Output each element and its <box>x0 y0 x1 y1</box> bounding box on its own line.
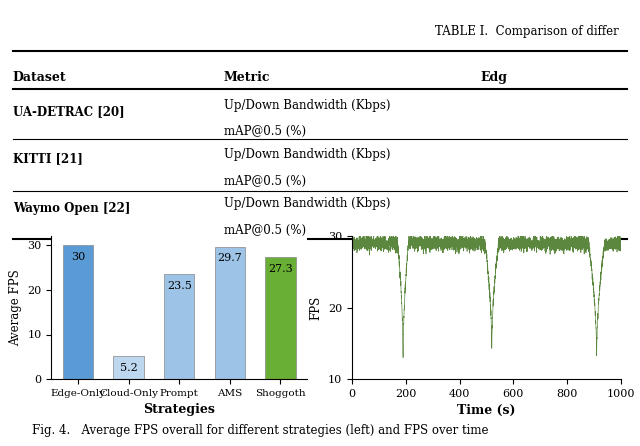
X-axis label: Strategies: Strategies <box>143 403 215 417</box>
Y-axis label: FPS: FPS <box>310 296 323 320</box>
Text: Up/Down Bandwidth (Kbps): Up/Down Bandwidth (Kbps) <box>224 99 390 112</box>
Text: Edg: Edg <box>480 71 507 84</box>
Text: Waymo Open [22]: Waymo Open [22] <box>13 202 130 215</box>
Bar <box>214 247 245 379</box>
Bar <box>265 257 296 379</box>
Y-axis label: Average FPS: Average FPS <box>9 269 22 346</box>
Text: mAP@0.5 (%): mAP@0.5 (%) <box>224 224 306 237</box>
Text: 27.3: 27.3 <box>268 264 292 274</box>
Text: Up/Down Bandwidth (Kbps): Up/Down Bandwidth (Kbps) <box>224 148 390 161</box>
Text: 23.5: 23.5 <box>167 281 191 291</box>
Text: 30: 30 <box>71 252 85 262</box>
Bar <box>113 356 144 379</box>
Text: 5.2: 5.2 <box>120 363 138 372</box>
Text: UA-DETRAC [20]: UA-DETRAC [20] <box>13 105 124 118</box>
Text: KITTI [21]: KITTI [21] <box>13 152 83 165</box>
Text: Fig. 4.   Average FPS overall for different strategies (left) and FPS over time: Fig. 4. Average FPS overall for differen… <box>32 424 488 437</box>
Bar <box>164 274 195 379</box>
Bar <box>63 245 93 379</box>
Text: Metric: Metric <box>224 71 271 84</box>
Text: mAP@0.5 (%): mAP@0.5 (%) <box>224 125 306 138</box>
X-axis label: Time (s): Time (s) <box>457 405 516 417</box>
Text: 29.7: 29.7 <box>218 253 242 263</box>
Text: Up/Down Bandwidth (Kbps): Up/Down Bandwidth (Kbps) <box>224 197 390 211</box>
Text: TABLE I.  Comparison of differ: TABLE I. Comparison of differ <box>435 25 619 37</box>
Text: Dataset: Dataset <box>13 71 67 84</box>
Text: mAP@0.5 (%): mAP@0.5 (%) <box>224 175 306 188</box>
